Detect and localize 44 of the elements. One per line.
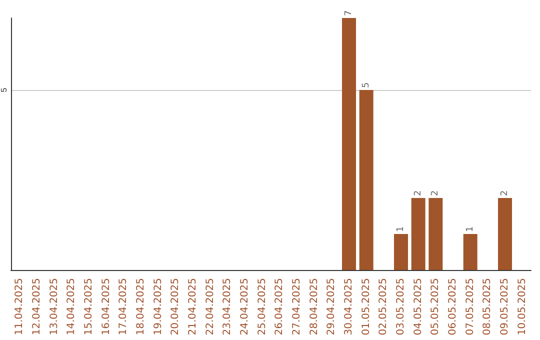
x-tick-label: 10.05.2025 [516,278,528,336]
x-tick-label: 08.05.2025 [482,278,494,336]
bar [498,198,512,270]
data-label: 1 [465,226,476,232]
x-tick-label: 04.05.2025 [412,278,424,336]
x-tick-label: 01.05.2025 [360,278,372,336]
bar [394,234,408,270]
x-tick-label: 22.04.2025 [204,278,216,336]
x-tick-label: 23.04.2025 [222,278,234,336]
x-tick-label: 12.04.2025 [32,278,42,336]
x-tick-label: 17.04.2025 [118,278,130,336]
x-tick-label: 14.04.2025 [66,278,78,336]
x-tick-label: 26.04.2025 [274,278,286,336]
x-tick-label: 27.04.2025 [292,278,302,336]
x-tick-label: 21.04.2025 [188,278,198,336]
data-label: 5 [361,82,372,88]
bar [411,198,426,270]
x-tick-label: 29.04.2025 [326,278,338,336]
data-label: 1 [396,226,406,232]
x-tick-label: 07.05.2025 [464,278,476,336]
x-tick-label: 30.04.2025 [344,278,354,336]
data-label: 2 [430,190,441,196]
x-tick-label: 06.05.2025 [448,278,458,336]
x-tick-label: 03.05.2025 [396,278,406,336]
x-tick-label: 15.04.2025 [84,278,94,336]
x-tick-label: 16.04.2025 [100,278,112,336]
data-label: 2 [500,190,510,196]
x-tick-label: 02.05.2025 [378,278,390,336]
bar [428,198,443,270]
x-tick-label: 19.04.2025 [152,278,164,336]
x-tick-label: 09.05.2025 [500,278,510,336]
x-tick-label: 20.04.2025 [170,278,182,336]
bar [342,18,356,270]
x-tick-label: 25.04.2025 [256,278,268,336]
bar [463,234,478,270]
data-label: 7 [344,10,354,16]
x-tick-label: 28.04.2025 [308,278,320,336]
x-tick-label: 13.04.2025 [48,278,60,336]
x-tick-label: 11.04.2025 [14,278,26,336]
bar [359,90,374,270]
data-label: 2 [413,190,424,196]
x-tick-label: 05.05.2025 [430,278,442,336]
x-tick-label: 24.04.2025 [240,278,250,336]
x-tick-label: 18.04.2025 [136,278,146,336]
